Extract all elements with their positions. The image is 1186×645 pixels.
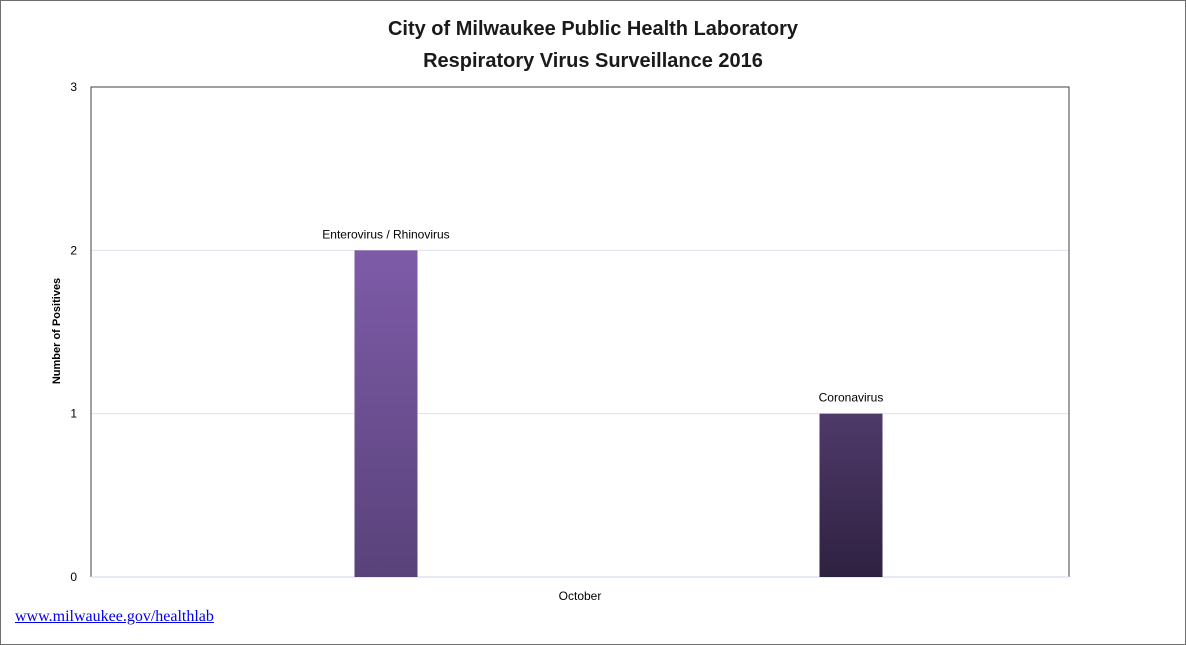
y-tick-label: 2 <box>70 243 77 257</box>
y-tick-label: 1 <box>70 407 77 421</box>
bar-data-label: Coronavirus <box>819 391 884 405</box>
bar-data-label: Enterovirus / Rhinovirus <box>322 227 449 241</box>
healthlab-link[interactable]: www.milwaukee.gov/healthlab <box>15 608 214 625</box>
chart-subtitle: Respiratory Virus Surveillance 2016 <box>423 50 763 72</box>
chart-title: City of Milwaukee Public Health Laborato… <box>387 18 799 40</box>
y-axis-label: Number of Positives <box>51 277 63 385</box>
bar-enterovirus-rhinovirus <box>354 250 418 578</box>
y-tick-label: 3 <box>70 80 77 94</box>
x-axis-label: October <box>558 589 602 603</box>
plot-area-border <box>90 86 1070 577</box>
y-tick-label: 0 <box>70 570 77 584</box>
bar-coronavirus <box>819 413 883 577</box>
